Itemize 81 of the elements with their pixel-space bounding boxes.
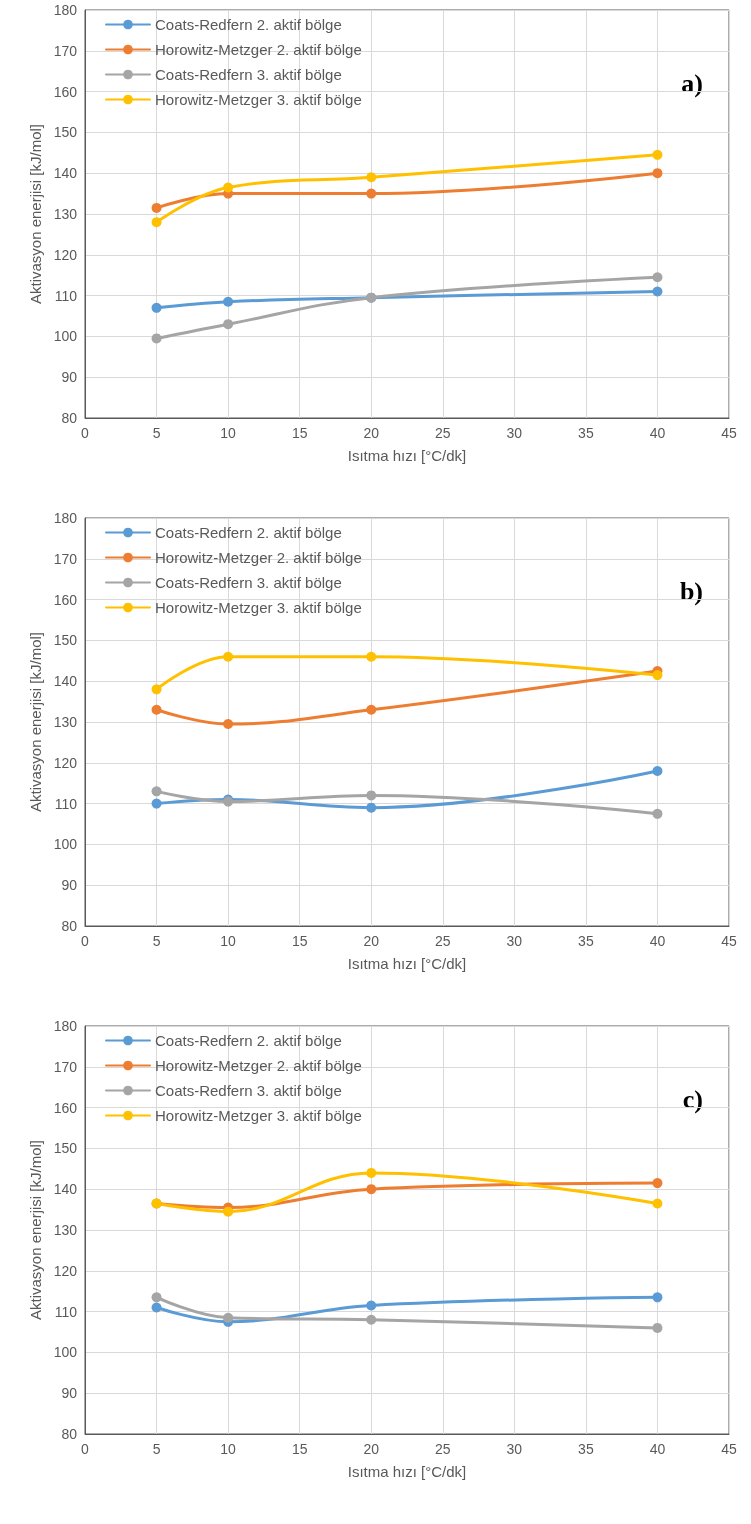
x-tick-label: 0 <box>81 933 90 949</box>
x-tick-label: 40 <box>649 1441 666 1457</box>
x-tick-label: 45 <box>721 425 737 441</box>
y-tick-label: 180 <box>53 2 78 18</box>
x-tick-label: 15 <box>291 1441 308 1457</box>
x-tick-label: 0 <box>81 1441 90 1457</box>
x-tick-label: 25 <box>434 425 451 441</box>
y-tick-label: 90 <box>61 369 78 386</box>
x-tick-label: 30 <box>506 425 523 441</box>
x-tick-label: 20 <box>363 425 380 441</box>
y-tick-label: 80 <box>61 918 78 934</box>
legend-label: Coats-Redfern 2. aktif bölge <box>155 524 342 541</box>
x-axis-title: Isıtma hızı [°C/dk] <box>347 955 467 972</box>
y-tick-label: 100 <box>53 328 78 345</box>
y-axis-title: Aktivasyon enerjisi [kJ/mol] <box>26 631 44 813</box>
y-tick-label: 160 <box>53 1099 78 1116</box>
x-axis-title: Isıtma hızı [°C/dk] <box>347 447 467 464</box>
y-tick-label: 120 <box>53 246 78 263</box>
y-tick-label: 150 <box>53 124 78 141</box>
y-tick-label: 150 <box>53 632 78 649</box>
y-tick-label: 160 <box>53 591 78 608</box>
y-tick-label: 120 <box>53 1262 78 1279</box>
legend-label: Coats-Redfern 3. aktif bölge <box>155 1082 342 1099</box>
x-tick-label: 5 <box>152 933 161 949</box>
x-tick-label: 25 <box>434 1441 451 1457</box>
y-tick-label: 170 <box>53 550 78 567</box>
x-tick-label: 40 <box>649 425 666 441</box>
x-tick-label: 35 <box>578 933 594 949</box>
x-tick-label: 0 <box>81 425 90 441</box>
x-tick-label: 45 <box>721 933 737 949</box>
x-tick-label: 30 <box>506 1441 523 1457</box>
x-tick-label: 15 <box>291 425 308 441</box>
legend-label: Horowitz-Metzger 2. aktif bölge <box>155 41 362 58</box>
y-tick-label: 140 <box>53 165 78 182</box>
x-tick-label: 25 <box>434 933 451 949</box>
legend-label: Horowitz-Metzger 3. aktif bölge <box>155 91 362 108</box>
y-axis-title: Aktivasyon enerjisi [kJ/mol] <box>26 123 44 305</box>
y-tick-label: 160 <box>53 83 78 100</box>
y-tick-label: 90 <box>61 1385 78 1402</box>
legend-label: Coats-Redfern 3. aktif bölge <box>155 66 342 83</box>
y-tick-label: 170 <box>53 1058 78 1075</box>
legend-label: Horowitz-Metzger 3. aktif bölge <box>155 599 362 616</box>
y-tick-label: 170 <box>53 42 78 59</box>
x-tick-label: 10 <box>220 425 237 441</box>
y-tick-label: 130 <box>53 714 78 730</box>
y-tick-label: 150 <box>53 1140 78 1157</box>
x-tick-label: 15 <box>291 933 308 949</box>
x-tick-label: 10 <box>220 1441 237 1457</box>
y-tick-label: 110 <box>54 795 78 812</box>
y-tick-label: 180 <box>53 510 78 526</box>
y-tick-label: 110 <box>54 287 78 304</box>
legend-label: Coats-Redfern 2. aktif bölge <box>155 1032 342 1049</box>
y-axis-title: Aktivasyon enerjisi [kJ/mol] <box>26 1139 44 1321</box>
x-tick-label: 40 <box>649 933 666 949</box>
x-tick-label: 45 <box>721 1441 737 1457</box>
legend-label: Coats-Redfern 3. aktif bölge <box>155 574 342 591</box>
x-tick-label: 35 <box>578 1441 594 1457</box>
y-tick-label: 130 <box>53 206 78 222</box>
y-tick-label: 80 <box>61 410 78 426</box>
legend-label: Coats-Redfern 2. aktif bölge <box>155 16 342 33</box>
x-tick-label: 20 <box>363 933 380 949</box>
y-tick-label: 110 <box>54 1303 78 1320</box>
y-tick-label: 140 <box>53 1181 78 1198</box>
legend-label: Horowitz-Metzger 2. aktif bölge <box>155 1057 362 1074</box>
y-tick-label: 130 <box>53 1222 78 1238</box>
x-tick-label: 5 <box>152 425 161 441</box>
x-tick-label: 5 <box>152 1441 161 1457</box>
y-tick-label: 90 <box>61 877 78 894</box>
y-tick-label: 180 <box>53 1018 78 1034</box>
y-tick-label: 100 <box>53 836 78 853</box>
y-tick-label: 120 <box>53 754 78 771</box>
x-tick-label: 35 <box>578 425 594 441</box>
x-tick-label: 10 <box>220 933 237 949</box>
y-tick-label: 100 <box>53 1344 78 1361</box>
x-tick-label: 30 <box>506 933 523 949</box>
legend-label: Horowitz-Metzger 3. aktif bölge <box>155 1107 362 1124</box>
x-axis-title: Isıtma hızı [°C/dk] <box>347 1463 467 1480</box>
x-tick-label: 20 <box>363 1441 380 1457</box>
y-tick-label: 140 <box>53 673 78 690</box>
legend-label: Horowitz-Metzger 2. aktif bölge <box>155 549 362 566</box>
y-tick-label: 80 <box>61 1426 78 1442</box>
